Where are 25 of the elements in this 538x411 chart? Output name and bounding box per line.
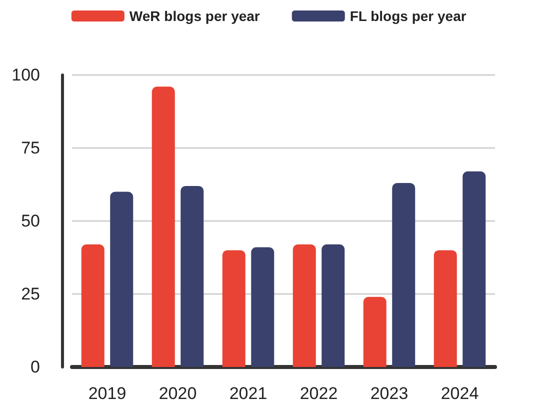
bar <box>392 183 416 367</box>
x-tick-label: 2024 <box>440 384 479 403</box>
x-tick-label: 2019 <box>88 384 126 403</box>
bar <box>292 244 316 367</box>
bar <box>322 244 345 367</box>
bar <box>251 247 274 367</box>
y-tick-label: 100 <box>12 66 40 84</box>
x-tick-label: 2021 <box>229 384 268 403</box>
legend-label: WeR blogs per year <box>129 8 260 24</box>
bar <box>462 171 486 367</box>
legend-label: FL blogs per year <box>350 8 467 24</box>
x-tick-label: 2022 <box>300 384 338 403</box>
bar <box>81 244 104 367</box>
bar <box>152 86 175 367</box>
y-tick-label: 25 <box>21 284 40 304</box>
y-tick-label: 50 <box>21 212 40 230</box>
x-tick-label: 2023 <box>370 384 408 403</box>
y-tick-label: 0 <box>30 358 40 376</box>
bar <box>434 250 457 367</box>
bar <box>363 296 386 367</box>
bar <box>222 250 246 367</box>
bar <box>180 186 204 367</box>
y-tick-label: 75 <box>21 138 40 158</box>
x-tick-label: 2020 <box>158 384 197 403</box>
bar <box>110 192 134 367</box>
